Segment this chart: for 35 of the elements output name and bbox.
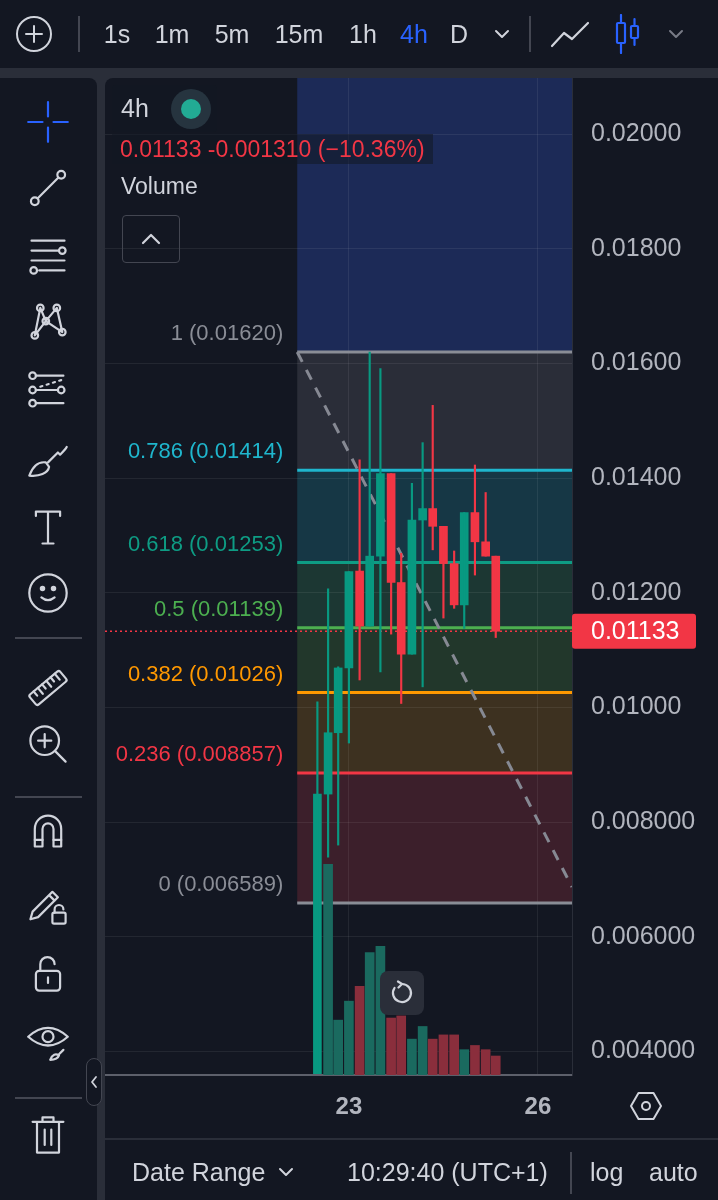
y-tick-label: 0.02000 — [591, 118, 682, 147]
x-tick-label: 26 — [524, 1092, 552, 1120]
ref-line-label: 0.618 (0.01253) — [127, 530, 284, 556]
y-tick-label: 0.008000 — [591, 806, 696, 835]
text: 0.01133 -0.001310 (−10.36%) — [120, 135, 425, 163]
y-tick-label: 0.004000 — [591, 1035, 696, 1064]
text: 1m — [154, 19, 190, 49]
y-tick-label: 0.01400 — [591, 462, 682, 491]
chart-title: Volume — [121, 173, 198, 201]
ref-line-label: 1 (0.01620) — [170, 320, 284, 346]
text: 1s — [103, 19, 131, 49]
ref-line-label: 0.5 (0.01139) — [153, 595, 284, 621]
bar — [354, 986, 365, 1075]
text: auto — [649, 1157, 698, 1187]
y-tick-label: 0.006000 — [591, 920, 696, 949]
text: 10:29:40 (UTC+1) — [347, 1157, 548, 1187]
text: Date Range — [132, 1157, 266, 1187]
text: 4h — [400, 19, 428, 49]
text: 1h — [349, 19, 377, 49]
ref-line-label: 0.236 (0.008857) — [115, 741, 284, 767]
bar — [459, 1049, 470, 1075]
ref-line-label: 0 (0.006589) — [158, 871, 284, 897]
x-tick-label: 23 — [335, 1092, 363, 1120]
text: log — [590, 1157, 624, 1187]
y-tick-label: 0.01600 — [591, 347, 682, 376]
text: 5m — [214, 19, 250, 49]
y-tick-label: 0.01200 — [591, 576, 682, 605]
text: D — [449, 19, 469, 49]
ref-line-label: 0.382 (0.01026) — [127, 660, 284, 686]
text: 15m — [274, 19, 324, 49]
y-tick-label: 0.01800 — [591, 232, 682, 261]
text: 4h — [121, 94, 149, 123]
ref-line-label: 0.01133 — [591, 616, 680, 645]
ref-line-label: 0.786 (0.01414) — [127, 438, 284, 464]
y-tick-label: 0.01000 — [591, 691, 682, 720]
